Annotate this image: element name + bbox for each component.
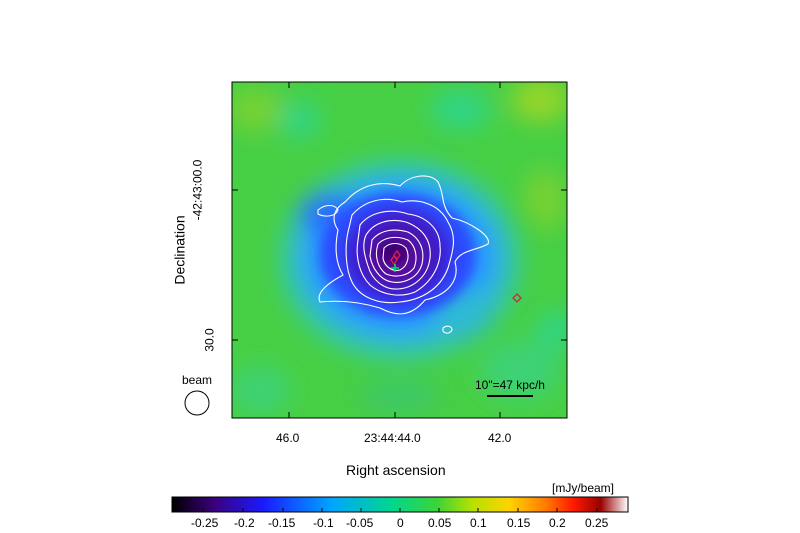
marker-diamond-2 bbox=[390, 254, 398, 266]
contour-5 bbox=[369, 229, 424, 283]
colorbar-tick-label-7: 0.05 bbox=[428, 516, 452, 530]
x-tick-label-1: 46.0 bbox=[276, 431, 300, 445]
source-markers bbox=[390, 249, 522, 303]
contour-6 bbox=[375, 236, 417, 277]
contour-small-2 bbox=[442, 325, 453, 334]
x-axis-label: Right ascension bbox=[346, 462, 446, 478]
contour-2 bbox=[345, 198, 454, 304]
colorbar-tick-label-2: -0.2 bbox=[234, 516, 255, 530]
colorbar-tick-label-5: -0.05 bbox=[346, 516, 374, 530]
y-tick-label-1: -42:43:00.0 bbox=[190, 159, 205, 221]
colorbar-unit-label: [mJy/beam] bbox=[552, 481, 615, 495]
y-tick-label-2: 30.0 bbox=[202, 328, 217, 352]
x-tick-label-3: 42.0 bbox=[488, 431, 512, 445]
sky-map-image bbox=[232, 82, 567, 418]
colorbar-tick-label-1: -0.25 bbox=[191, 516, 219, 530]
colorbar-tick-label-11: 0.25 bbox=[585, 516, 609, 530]
colorbar-tick-label-10: 0.2 bbox=[549, 516, 566, 530]
colorbar-tick-label-6: 0 bbox=[397, 516, 404, 530]
colorbar-tick-label-3: -0.15 bbox=[268, 516, 296, 530]
contour-3 bbox=[356, 210, 441, 296]
contour-1 bbox=[318, 175, 489, 315]
map-frame bbox=[231, 81, 568, 419]
marker-diamond-3 bbox=[512, 293, 522, 303]
y-axis-label: Declination bbox=[171, 215, 188, 285]
map-ticks bbox=[232, 82, 567, 418]
contour-7 bbox=[382, 242, 409, 271]
marker-cross-green bbox=[391, 264, 399, 272]
x-tick-label-2: 23:44:44.0 bbox=[364, 431, 421, 445]
contour-4 bbox=[363, 219, 431, 290]
scale-bar-label: 10"=47 kpc/h bbox=[475, 378, 545, 392]
colorbar-tick-label-4: -0.1 bbox=[313, 516, 334, 530]
colorbar-ticks bbox=[202, 508, 598, 512]
beam-ellipse bbox=[184, 390, 210, 416]
beam-label: beam bbox=[182, 373, 213, 387]
colorbar-tick-label-9: 0.15 bbox=[507, 516, 531, 530]
colorbar-tick-label-8: 0.1 bbox=[470, 516, 487, 530]
contour-small-1 bbox=[317, 204, 339, 217]
